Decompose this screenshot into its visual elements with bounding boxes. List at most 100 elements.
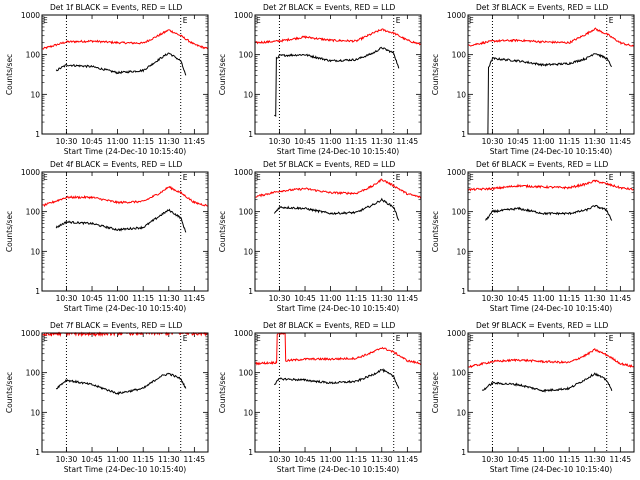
- y-tick-label: 10: [243, 247, 253, 256]
- y-tick-label: 1000: [447, 168, 466, 177]
- plot-frame: [41, 14, 209, 135]
- x-tick-label: 11:45: [184, 455, 206, 464]
- x-tick-label: 11:00: [107, 455, 129, 464]
- x-tick-label: 10:30: [56, 294, 78, 303]
- panel-title: Det 1f BLACK = Events, RED = LLD: [50, 3, 183, 12]
- x-tick-label: 10:30: [269, 294, 291, 303]
- y-tick-label: 10: [456, 408, 466, 417]
- y-tick-label: 1000: [21, 329, 40, 338]
- x-tick-label: 10:45: [81, 294, 103, 303]
- y-tick-label: 100: [239, 51, 254, 60]
- series-events-line: [55, 208, 187, 233]
- x-tick-label: 11:00: [107, 137, 129, 146]
- y-tick-label: 100: [239, 208, 254, 217]
- marker-left: E: [43, 173, 48, 182]
- panel-title: Det 4f BLACK = Events, RED = LLD: [50, 160, 183, 169]
- plot-frame: [41, 171, 209, 292]
- plot-frame: [467, 332, 635, 453]
- series-events-line: [487, 53, 613, 135]
- marker-left: E: [469, 173, 474, 182]
- y-tick-label: 1000: [447, 11, 466, 20]
- y-tick-label: 10: [30, 247, 40, 256]
- y-tick-label: 10: [243, 90, 253, 99]
- y-tick-label: 100: [452, 369, 467, 378]
- x-tick-label: 11:15: [132, 455, 154, 464]
- marker-left: E: [469, 334, 474, 343]
- plot-frame: [467, 171, 635, 292]
- marker-left: E: [469, 16, 474, 25]
- x-tick-label: 11:00: [320, 137, 342, 146]
- series-lld-line: [468, 27, 635, 47]
- y-tick-label: 1: [248, 130, 253, 139]
- x-tick-label: 11:15: [558, 455, 580, 464]
- x-tick-label: 11:15: [132, 137, 154, 146]
- panel-title: Det 7f BLACK = Events, RED = LLD: [50, 321, 183, 330]
- panel-title: Det 9f BLACK = Events, RED = LLD: [476, 321, 609, 330]
- x-tick-label: 10:45: [81, 455, 103, 464]
- plot-frame: [254, 332, 422, 453]
- series-lld-line: [255, 332, 422, 366]
- x-tick-label: 11:45: [610, 137, 632, 146]
- y-tick-label: 100: [452, 51, 467, 60]
- series-lld-line: [468, 347, 635, 369]
- series-events-line: [55, 372, 187, 396]
- series-events-line: [273, 368, 400, 389]
- y-axis-label: Counts/sec: [431, 54, 440, 95]
- x-tick-label: 10:45: [507, 137, 529, 146]
- series-lld-line: [255, 28, 422, 46]
- x-tick-label: 11:30: [584, 455, 606, 464]
- x-tick-label: 11:30: [371, 294, 393, 303]
- x-tick-label: 11:30: [158, 455, 180, 464]
- series-events-line: [485, 204, 613, 221]
- panel-title: Det 3f BLACK = Events, RED = LLD: [476, 3, 609, 12]
- x-axis-label: Start Time (24-Dec-10 10:15:40): [64, 465, 186, 474]
- marker-left: E: [256, 173, 261, 182]
- y-axis-label: Counts/sec: [431, 211, 440, 252]
- x-axis-label: Start Time (24-Dec-10 10:15:40): [64, 147, 186, 156]
- y-tick-label: 10: [243, 408, 253, 417]
- y-tick-label: 100: [26, 369, 41, 378]
- x-tick-label: 11:30: [158, 294, 180, 303]
- x-tick-label: 11:45: [184, 294, 206, 303]
- x-axis-label: Start Time (24-Dec-10 10:15:40): [490, 304, 612, 313]
- y-tick-label: 1: [461, 287, 466, 296]
- x-tick-label: 10:45: [507, 455, 529, 464]
- y-axis-label: Counts/sec: [5, 372, 14, 413]
- x-tick-label: 10:30: [482, 294, 504, 303]
- y-tick-label: 10: [456, 247, 466, 256]
- x-tick-label: 11:15: [132, 294, 154, 303]
- series-lld-line: [468, 179, 635, 192]
- y-tick-label: 1: [35, 287, 40, 296]
- y-tick-label: 1000: [234, 11, 253, 20]
- x-tick-label: 11:30: [584, 137, 606, 146]
- y-tick-label: 1000: [234, 168, 253, 177]
- x-tick-label: 10:30: [56, 137, 78, 146]
- y-tick-label: 100: [452, 208, 467, 217]
- x-tick-label: 10:45: [507, 294, 529, 303]
- y-tick-label: 1: [35, 130, 40, 139]
- x-tick-label: 11:45: [610, 294, 632, 303]
- y-tick-label: 1: [35, 448, 40, 457]
- y-tick-label: 10: [30, 408, 40, 417]
- series-events-line: [273, 197, 400, 221]
- y-axis-label: Counts/sec: [431, 372, 440, 413]
- y-tick-label: 1000: [234, 329, 253, 338]
- x-tick-label: 11:45: [397, 455, 419, 464]
- y-axis-label: Counts/sec: [218, 211, 227, 252]
- x-axis-label: Start Time (24-Dec-10 10:15:40): [277, 465, 399, 474]
- y-tick-label: 1: [248, 287, 253, 296]
- series-lld-line: [42, 185, 209, 208]
- plot-frame: [41, 332, 209, 453]
- y-tick-label: 100: [26, 51, 41, 60]
- series-events-line: [481, 372, 613, 393]
- y-tick-label: 1000: [21, 168, 40, 177]
- x-tick-label: 11:15: [345, 455, 367, 464]
- y-tick-label: 1: [248, 448, 253, 457]
